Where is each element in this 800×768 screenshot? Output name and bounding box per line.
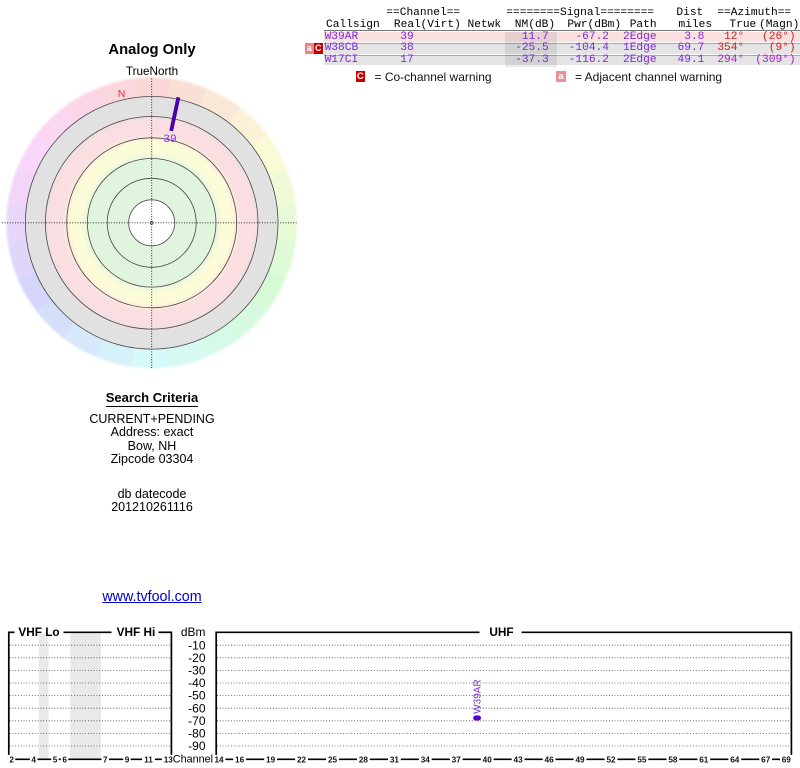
svg-text:28: 28 xyxy=(359,755,369,764)
svg-text:58: 58 xyxy=(668,755,678,764)
svg-text:4: 4 xyxy=(31,755,36,764)
svg-text:16: 16 xyxy=(235,755,245,764)
svg-text:5: 5 xyxy=(53,755,58,764)
svg-text:-30: -30 xyxy=(188,664,206,678)
svg-text:40: 40 xyxy=(483,755,493,764)
svg-text:25: 25 xyxy=(328,755,338,764)
svg-text:VHF Hi: VHF Hi xyxy=(117,625,156,639)
svg-text:9: 9 xyxy=(125,755,130,764)
svg-text:-70: -70 xyxy=(188,714,206,728)
svg-text:37: 37 xyxy=(452,755,462,764)
svg-text:61: 61 xyxy=(699,755,709,764)
svg-text:W39AR: W39AR xyxy=(473,679,484,713)
svg-text:46: 46 xyxy=(545,755,555,764)
svg-text:VHF Lo: VHF Lo xyxy=(18,625,59,639)
svg-text:22: 22 xyxy=(297,755,307,764)
svg-text:UHF: UHF xyxy=(489,625,513,639)
svg-text:55: 55 xyxy=(637,755,647,764)
svg-text:-10: -10 xyxy=(188,638,206,652)
svg-text:-80: -80 xyxy=(188,727,206,741)
svg-text:-20: -20 xyxy=(188,651,206,665)
svg-text:64: 64 xyxy=(730,755,740,764)
svg-text:34: 34 xyxy=(421,755,431,764)
svg-text:Channel: Channel xyxy=(173,754,213,766)
svg-text:-90: -90 xyxy=(188,739,206,753)
svg-text:-40: -40 xyxy=(188,676,206,690)
svg-text:14: 14 xyxy=(214,755,224,764)
svg-text:52: 52 xyxy=(606,755,616,764)
svg-text:43: 43 xyxy=(514,755,524,764)
svg-text:7: 7 xyxy=(103,755,108,764)
svg-text:2: 2 xyxy=(9,755,14,764)
svg-text:13: 13 xyxy=(164,755,174,764)
svg-text:49: 49 xyxy=(575,755,585,764)
svg-text:-60: -60 xyxy=(188,701,206,715)
svg-text:19: 19 xyxy=(266,755,276,764)
svg-text:31: 31 xyxy=(390,755,400,764)
svg-text:69: 69 xyxy=(782,755,792,764)
svg-text:-50: -50 xyxy=(188,689,206,703)
svg-text:67: 67 xyxy=(761,755,771,764)
svg-text:6: 6 xyxy=(62,755,67,764)
svg-text:11: 11 xyxy=(144,755,153,764)
svg-text:dBm: dBm xyxy=(181,625,206,639)
